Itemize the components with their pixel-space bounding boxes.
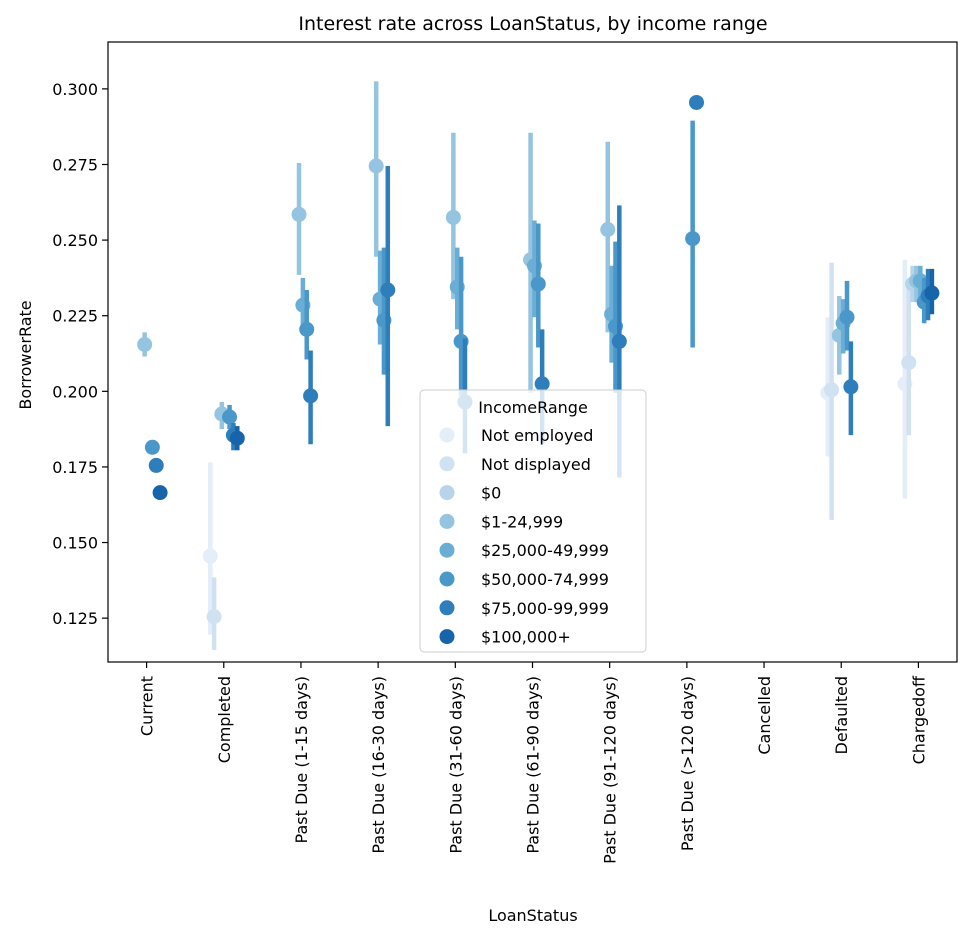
data-point xyxy=(839,309,855,325)
y-tick-label: 0.300 xyxy=(52,80,98,99)
legend-entry: Not employed xyxy=(481,426,593,445)
legend-marker xyxy=(439,513,455,529)
data-point xyxy=(152,485,168,501)
legend-entry: $25,000-49,999 xyxy=(481,541,609,560)
legend-entry: $50,000-74,999 xyxy=(481,570,609,589)
y-tick-label: 0.175 xyxy=(52,458,98,477)
x-tick-label: Completed xyxy=(215,676,234,763)
legend-marker xyxy=(439,485,455,501)
data-point xyxy=(206,609,222,625)
x-tick-label: Past Due (1-15 days) xyxy=(292,676,311,843)
data-point xyxy=(222,409,238,425)
x-tick-label: Past Due (31-60 days) xyxy=(446,676,465,854)
legend-marker xyxy=(439,629,455,645)
y-axis-label: BorrowerRate xyxy=(16,300,35,409)
data-point xyxy=(303,388,319,404)
data-point xyxy=(901,355,917,371)
legend-entry: $0 xyxy=(481,484,501,503)
legend-entry: $75,000-99,999 xyxy=(481,599,609,618)
series-1 xyxy=(206,262,917,650)
x-tick-label: Current xyxy=(138,676,157,736)
x-tick-label: Cancelled xyxy=(755,676,774,755)
y-tick-label: 0.225 xyxy=(52,307,98,326)
y-tick-label: 0.200 xyxy=(52,382,98,401)
data-point xyxy=(685,231,701,247)
x-tick-label: Chargedoff xyxy=(909,675,928,764)
plot-area xyxy=(107,41,958,663)
data-point xyxy=(689,94,705,110)
legend-marker xyxy=(439,542,455,558)
data-point xyxy=(924,285,940,301)
y-tick-label: 0.275 xyxy=(52,155,98,174)
legend-entry: Not displayed xyxy=(481,455,591,474)
y-tick-label: 0.150 xyxy=(52,534,98,553)
data-point xyxy=(530,276,546,292)
x-tick-label: Past Due (61-90 days) xyxy=(524,676,543,854)
data-point xyxy=(144,439,160,455)
data-point xyxy=(148,457,164,473)
x-tick-label: Past Due (>120 days) xyxy=(678,676,697,851)
data-point xyxy=(534,376,550,392)
data-point xyxy=(229,430,245,446)
x-axis: Current Completed Past Due (1-15 days) Past… xyxy=(138,662,928,864)
x-tick-label: Defaulted xyxy=(832,676,851,754)
legend-box xyxy=(419,389,647,653)
legend-title: IncomeRange xyxy=(478,398,588,417)
legend-marker xyxy=(439,427,455,443)
data-point xyxy=(299,321,315,337)
legend-marker xyxy=(439,456,455,472)
data-point xyxy=(291,206,307,222)
data-point xyxy=(824,382,840,398)
data-point xyxy=(368,158,384,174)
data-point xyxy=(843,379,859,395)
legend-marker xyxy=(439,600,455,616)
data-point xyxy=(445,209,461,225)
data-point xyxy=(380,282,396,298)
series-7 xyxy=(152,268,940,501)
x-tick-label: Past Due (16-30 days) xyxy=(369,676,388,854)
chart-title: Interest rate across LoanStatus, by inco… xyxy=(298,13,767,35)
legend-entry: $1-24,999 xyxy=(481,512,563,531)
x-axis-label: LoanStatus xyxy=(488,906,577,925)
legend-marker xyxy=(439,571,455,587)
y-axis: 0.125 0.150 0.175 0.200 0.225 0.250 0.275 0.300 xyxy=(52,80,108,628)
data-point xyxy=(137,336,153,352)
x-tick-label: Past Due (91-120 days) xyxy=(601,676,620,864)
data-point xyxy=(611,333,627,349)
y-tick-label: 0.125 xyxy=(52,609,98,628)
series-3 xyxy=(137,81,924,430)
data-point xyxy=(202,548,218,564)
data-point xyxy=(600,222,616,238)
y-tick-label: 0.250 xyxy=(52,231,98,250)
legend: IncomeRange Not employed Not displayed $0 $1… xyxy=(419,389,647,653)
legend-entry: $100,000+ xyxy=(481,628,571,647)
